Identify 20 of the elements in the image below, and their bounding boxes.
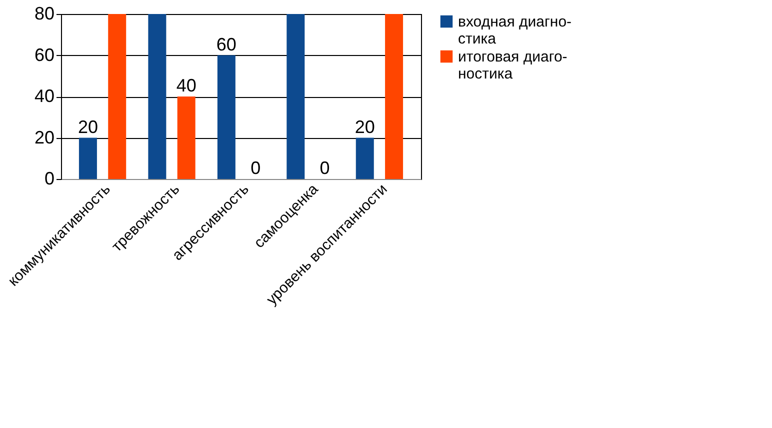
data-label: 60 [216, 34, 236, 54]
y-tick-label: 80 [34, 4, 54, 24]
data-label: 20 [354, 116, 375, 137]
bar [217, 55, 236, 179]
y-tick-label: 20 [34, 127, 54, 148]
bar [108, 14, 126, 179]
data-label: 0 [250, 158, 261, 178]
bar [148, 14, 166, 179]
y-tick-label: 40 [34, 86, 54, 106]
legend-label: итоговая диаго- ностика [458, 48, 568, 82]
data-label: 20 [78, 116, 98, 137]
bar [286, 14, 305, 179]
y-tick-label: 60 [34, 44, 54, 65]
bar [78, 138, 97, 179]
bar [356, 138, 374, 179]
data-label: 40 [176, 76, 196, 96]
bar [177, 96, 196, 179]
data-label: 0 [320, 158, 330, 178]
y-tick-label: 0 [44, 168, 54, 188]
bar [385, 14, 404, 179]
